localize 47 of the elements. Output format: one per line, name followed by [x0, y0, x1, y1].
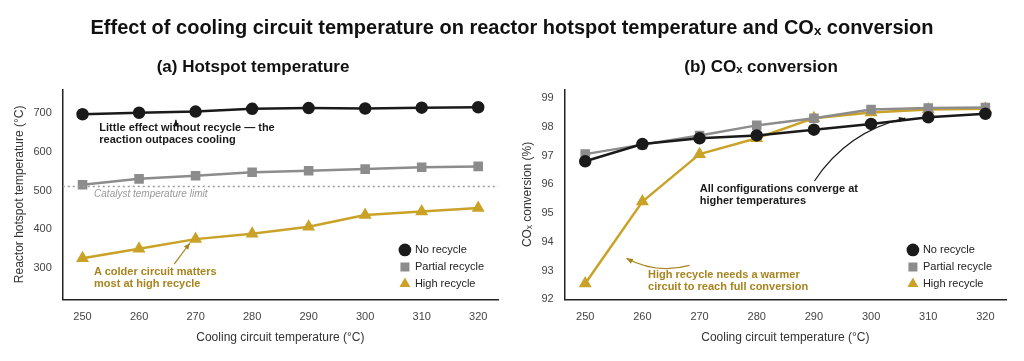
legend-label: High recycle [922, 276, 984, 289]
chart-title: (b) COₓ conversion [684, 56, 838, 76]
legend-label: High recycle [414, 276, 476, 289]
x-tick-label: 310 [412, 310, 431, 323]
x-tick-label: 280 [747, 310, 766, 323]
x-axis-title: Cooling circuit temperature (°C) [701, 330, 870, 345]
legend-label: No recycle [414, 242, 467, 255]
x-tick-label: 300 [861, 310, 881, 323]
ref-line-label: Catalyst temperature limit [94, 188, 209, 200]
x-tick-label: 250 [73, 310, 92, 323]
annotation: High recycle needs a warmer circuit to reach full conversion [648, 267, 809, 292]
y-tick-label: 92 [541, 292, 554, 305]
annotation: A colder circuit matters most at high recycle [94, 265, 217, 290]
chart-title: Effect of cooling circuit temperature on reactor hotspot temperature and COₓ conversion [89, 15, 935, 40]
x-tick-label: 290 [299, 310, 318, 323]
legend-label: Partial recycle [922, 259, 992, 272]
y-tick-label: 99 [541, 91, 554, 104]
y-tick-label: 700 [33, 105, 52, 118]
x-tick-label: 320 [976, 310, 995, 323]
legend-label: Partial recycle [414, 259, 484, 272]
y-tick-label: 94 [541, 234, 554, 247]
x-tick-label: 280 [242, 310, 262, 323]
x-tick-label: 300 [355, 310, 375, 323]
annotation: All configurations converge at higher temperatures [699, 181, 859, 206]
x-tick-label: 270 [186, 310, 205, 323]
x-tick-label: 310 [919, 310, 938, 323]
y-tick-label: 95 [541, 206, 554, 219]
x-tick-label: 270 [690, 310, 709, 323]
annotation: Little effect without recycle — the reaction outpaces cooling [99, 121, 275, 146]
y-tick-label: 96 [541, 177, 554, 190]
x-tick-label: 320 [469, 310, 488, 323]
x-tick-label: 290 [804, 310, 824, 323]
y-tick-label: 300 [33, 261, 52, 274]
x-tick-label: 260 [633, 310, 652, 323]
y-tick-label: 400 [33, 222, 52, 235]
x-tick-label: 260 [129, 310, 149, 323]
y-tick-label: 98 [541, 119, 554, 132]
y-tick-label: 500 [33, 183, 52, 196]
y-tick-label: 93 [541, 263, 554, 276]
chart-subtitle: (a) Hotspot temperature [156, 56, 350, 76]
y-tick-label: 97 [541, 148, 554, 161]
x-axis-title: Cooling circuit temperature (°C) [196, 330, 365, 345]
x-tick-label: 250 [576, 310, 595, 323]
legend-label: No recycle [922, 242, 975, 255]
y-axis-title: COₓ conversion (%) [519, 141, 534, 248]
y-axis-title: Reactor hotspot temperature (°C) [11, 105, 26, 284]
y-tick-label: 600 [33, 144, 52, 157]
